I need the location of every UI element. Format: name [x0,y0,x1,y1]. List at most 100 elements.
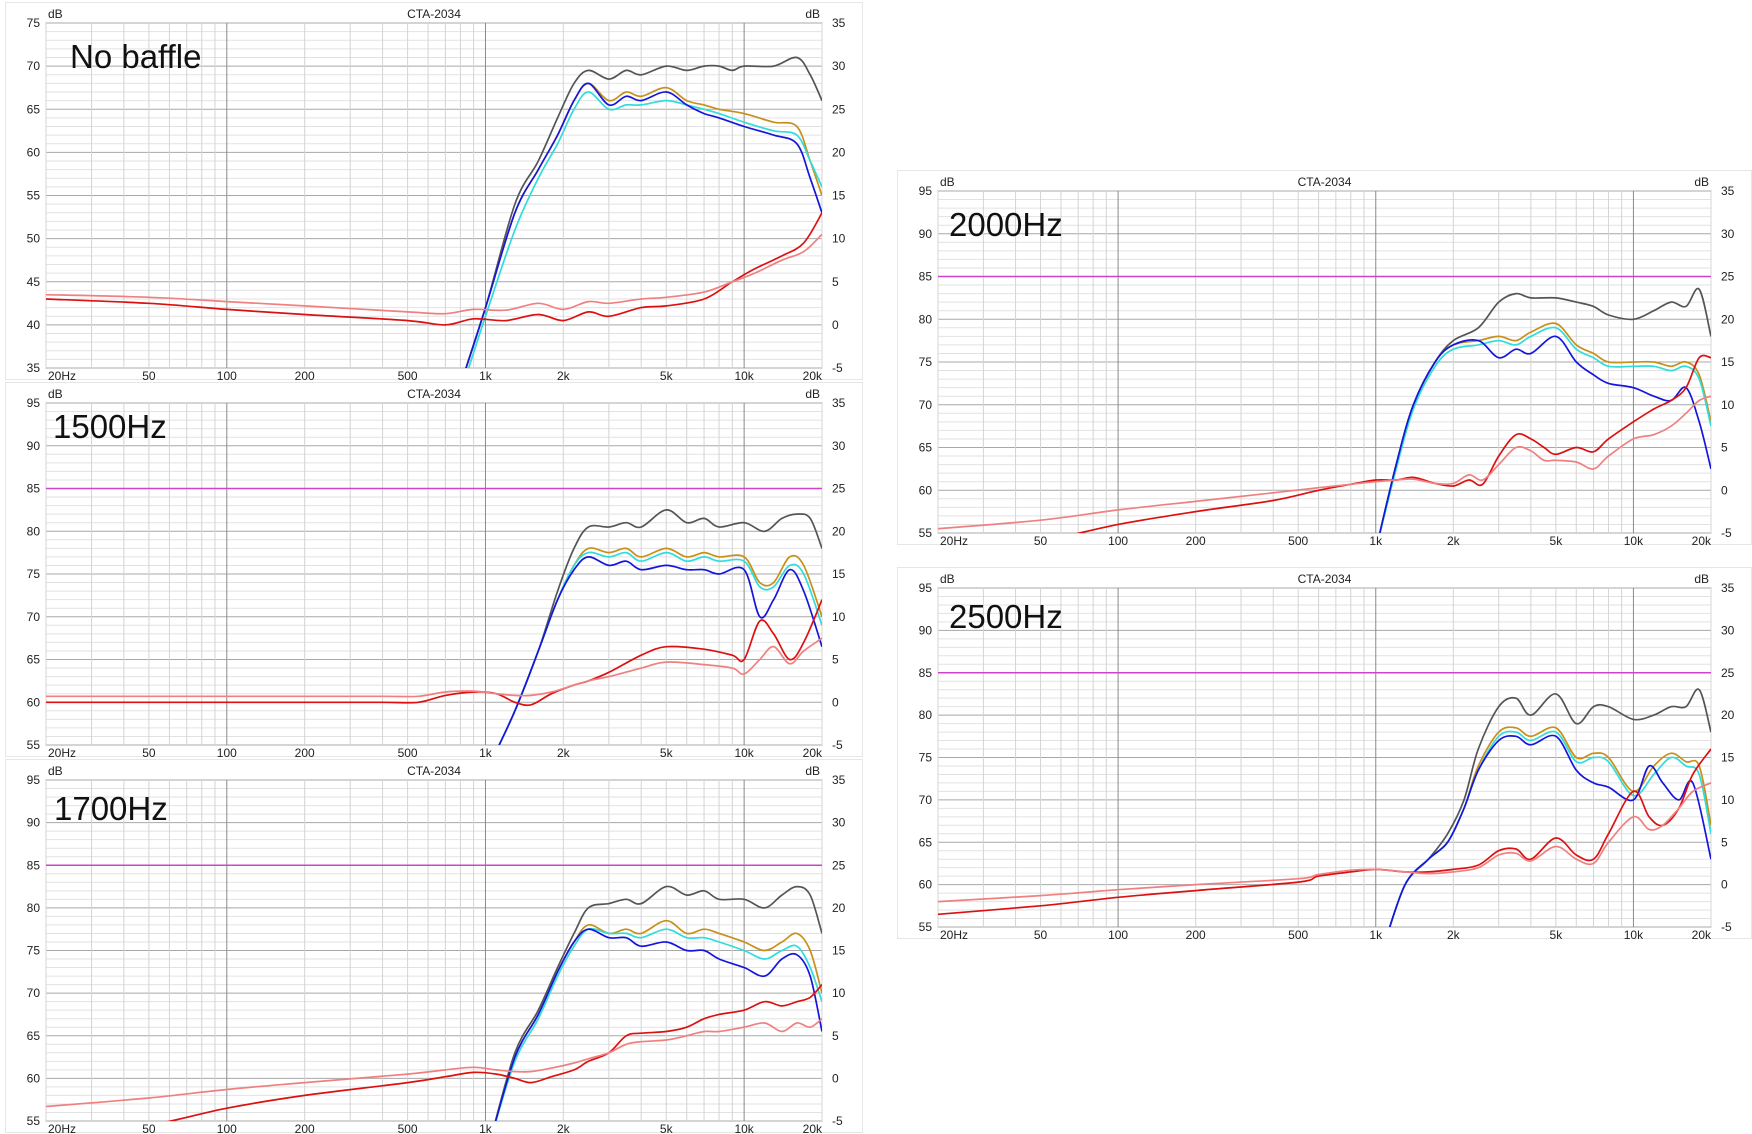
y-unit-left: dB [940,175,955,189]
y-tick-right: 0 [832,318,839,332]
y-tick-left: 65 [919,441,933,455]
x-tick: 2k [557,369,571,381]
x-tick: 500 [398,746,418,758]
chart-2500hz: 55 60 65 70 75 80 85 90 95 -5 0 5 10 15 20 25 30 35 20Hz 50… [919,572,1735,940]
x-tick: 20k [803,746,823,758]
x-tick: 500 [1288,534,1308,546]
grid [45,779,823,1122]
y-tick-left: 55 [919,526,933,540]
series-line-3 [465,82,822,368]
x-tick: 50 [142,369,156,381]
y-tick-left: 50 [27,232,41,246]
y-tick-right: -5 [832,361,843,375]
axes: 55 60 65 70 75 80 85 90 95 -5 0 5 10 15 20 25 30 35 20Hz 50… [27,387,846,758]
y-tick-right: 35 [832,773,846,787]
y-tick-right: 10 [832,610,846,624]
y-tick-right: 15 [832,567,846,581]
y-unit-right: dB [1694,175,1709,189]
y-tick-left: 70 [27,610,41,624]
y-tick-left: 75 [919,751,933,765]
y-tick-left: 65 [27,102,41,116]
series-line-4 [167,984,822,1121]
y-tick-left: 95 [919,184,933,198]
y-tick-left: 90 [27,816,41,830]
axes: 55 60 65 70 75 80 85 90 95 -5 0 5 10 15 20 25 30 35 20Hz 50… [919,175,1735,546]
y-tick-left: 60 [919,483,933,497]
y-unit-right: dB [1694,572,1709,586]
x-tick: 200 [295,369,315,381]
x-tick: 100 [217,1122,237,1134]
y-tick-left: 75 [27,567,41,581]
y-tick-right: 0 [832,695,839,709]
chart-title: CTA-2034 [1298,572,1352,586]
series-line-0 [1388,688,1711,927]
x-tick: 200 [295,746,315,758]
y-tick-left: 95 [919,581,933,595]
y-tick-right: 25 [832,858,846,872]
y-tick-left: 95 [27,773,41,787]
y-tick-right: 15 [832,944,846,958]
axes: 55 60 65 70 75 80 85 90 95 -5 0 5 10 15 20 25 30 35 20Hz 50… [27,764,846,1134]
chart-1500hz: 55 60 65 70 75 80 85 90 95 -5 0 5 10 15 20 25 30 35 20Hz 50… [27,387,846,758]
series-line-5 [46,637,822,698]
y-tick-right: 10 [1721,793,1735,807]
x-tick: 5k [660,369,674,381]
x-tick: 5k [1550,534,1564,546]
y-tick-right: 30 [832,59,846,73]
x-tick: 100 [1108,928,1128,940]
x-tick: 10k [734,1122,754,1134]
chart-title: CTA-2034 [407,387,461,401]
y-tick-right: 5 [832,275,839,289]
x-tick: 20k [803,369,823,381]
y-tick-left: 55 [27,1114,41,1128]
x-tick: 10k [734,746,754,758]
chart-title: CTA-2034 [407,764,461,778]
y-tick-left: 85 [919,666,933,680]
y-tick-right: 35 [1721,184,1735,198]
y-tick-right: 35 [1721,581,1735,595]
panel-label-1700hz: 1700Hz [54,790,168,827]
series-line-4 [46,212,822,326]
series-line-0 [465,56,822,368]
panel-label-no-baffle: No baffle [70,38,202,75]
axes: 55 60 65 70 75 80 85 90 95 -5 0 5 10 15 20 25 30 35 20Hz 50… [919,572,1735,940]
y-tick-left: 55 [919,920,933,934]
y-tick-left: 90 [919,623,933,637]
series-line-4 [1076,354,1711,533]
x-tick: 20Hz [48,746,76,758]
y-tick-left: 90 [27,439,41,453]
y-tick-right: 10 [1721,398,1735,412]
y-tick-left: 85 [27,482,41,496]
y-tick-right: 5 [1721,835,1728,849]
y-tick-left: 60 [27,1071,41,1085]
y-tick-left: 80 [27,901,41,915]
series-line-5 [938,782,1711,903]
x-tick: 200 [1186,928,1206,940]
y-tick-left: 70 [27,986,41,1000]
y-tick-left: 35 [27,361,41,375]
series-group [938,688,1711,927]
chart-panel-2000hz: 55 60 65 70 75 80 85 90 95 -5 0 5 10 15 20 25 30 35 20Hz 50… [897,170,1752,546]
x-tick: 1k [479,369,493,381]
series-line-5 [46,1018,822,1108]
x-tick: 1k [479,746,493,758]
y-unit-right: dB [805,387,820,401]
x-tick: 500 [1288,928,1308,940]
y-tick-right: 15 [1721,355,1735,369]
x-tick: 100 [217,369,237,381]
x-tick: 20k [1692,928,1712,940]
y-tick-left: 85 [919,270,933,284]
series-group [938,287,1711,533]
y-tick-right: -5 [1721,920,1732,934]
y-tick-left: 40 [27,318,41,332]
series-line-5 [46,233,822,315]
y-tick-right: 30 [1721,227,1735,241]
y-tick-left: 60 [27,695,41,709]
y-tick-right: 30 [832,439,846,453]
series-line-5 [938,395,1711,530]
y-tick-left: 70 [919,398,933,412]
series-line-2 [467,91,822,368]
series-line-2 [495,927,822,1121]
x-tick: 100 [1108,534,1128,546]
x-tick: 1k [479,1122,493,1134]
